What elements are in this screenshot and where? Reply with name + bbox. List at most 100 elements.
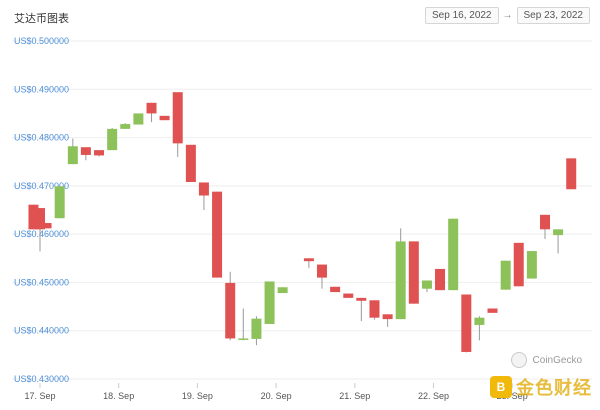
candle-body-down xyxy=(316,264,327,278)
candle[interactable] xyxy=(500,260,511,290)
candle[interactable] xyxy=(67,138,78,165)
candle[interactable] xyxy=(448,218,459,291)
candle[interactable] xyxy=(421,280,432,293)
x-tick-label: 22. Sep xyxy=(418,391,449,401)
candle[interactable] xyxy=(120,123,131,129)
candle-body-down xyxy=(80,147,91,155)
candle[interactable] xyxy=(159,115,170,121)
candle[interactable] xyxy=(238,308,249,341)
candle-body-down xyxy=(28,204,39,230)
candle[interactable] xyxy=(264,281,275,324)
candle[interactable] xyxy=(553,229,564,254)
x-tick-label: 20. Sep xyxy=(261,391,292,401)
x-tick-label: 18. Sep xyxy=(103,391,134,401)
y-tick-label: US$0.440000 xyxy=(14,326,69,336)
candle-body-up xyxy=(238,338,249,340)
candle[interactable] xyxy=(41,223,52,229)
candle[interactable] xyxy=(28,204,39,230)
candle[interactable] xyxy=(94,150,105,157)
y-tick-label: US$0.500000 xyxy=(14,36,69,46)
candle-body-up xyxy=(395,241,406,320)
candle[interactable] xyxy=(330,286,341,293)
candle[interactable] xyxy=(251,316,262,346)
candle-body-up xyxy=(264,281,275,324)
candle-body-down xyxy=(330,286,341,293)
candle[interactable] xyxy=(435,268,446,291)
candle-body-down xyxy=(461,294,472,352)
candle[interactable] xyxy=(369,300,380,320)
candle[interactable] xyxy=(133,113,144,125)
candle[interactable] xyxy=(474,316,485,341)
candle[interactable] xyxy=(395,228,406,320)
candle-body-down xyxy=(159,115,170,121)
date-to-input[interactable]: Sep 23, 2022 xyxy=(516,7,590,24)
candle[interactable] xyxy=(35,208,45,252)
candle-body-down xyxy=(41,223,52,229)
candle-body-down xyxy=(225,282,236,339)
candle[interactable] xyxy=(487,308,498,313)
candle-body-down xyxy=(303,258,314,262)
candle[interactable] xyxy=(80,147,91,161)
candle[interactable] xyxy=(198,182,209,210)
candle[interactable] xyxy=(316,264,327,289)
x-tick-label: 23. Sep xyxy=(497,391,528,401)
candle-body-up xyxy=(120,124,131,129)
x-tick-label: 17. Sep xyxy=(24,391,55,401)
candle-body-up xyxy=(474,317,485,325)
grid-lines xyxy=(12,40,592,380)
candle-body-up xyxy=(251,318,262,339)
candle-body-up xyxy=(553,229,564,236)
candle-body-down xyxy=(540,214,551,230)
candle-body-down xyxy=(487,308,498,313)
candle[interactable] xyxy=(185,144,196,182)
candlestick-series xyxy=(28,92,577,353)
candle-body-down xyxy=(356,297,367,301)
candle-body-down xyxy=(212,191,223,278)
candle[interactable] xyxy=(408,241,419,304)
candle[interactable] xyxy=(54,186,65,219)
candle[interactable] xyxy=(356,297,367,322)
candle-body-up xyxy=(448,218,459,291)
coingecko-logo-icon xyxy=(510,352,527,368)
candle[interactable] xyxy=(303,258,314,268)
candle[interactable] xyxy=(540,214,551,239)
candle-body-down xyxy=(566,158,577,190)
y-tick-label: US$0.430000 xyxy=(14,374,69,384)
candle[interactable] xyxy=(566,158,577,190)
candle[interactable] xyxy=(526,251,537,279)
candle[interactable] xyxy=(212,191,223,278)
candle[interactable] xyxy=(382,314,393,327)
candle[interactable] xyxy=(225,271,236,341)
y-tick-label: US$0.450000 xyxy=(14,277,69,287)
candle[interactable] xyxy=(343,293,354,298)
candle-body-down xyxy=(185,144,196,182)
candle-body-down xyxy=(369,300,380,318)
y-tick-label: US$0.460000 xyxy=(14,229,69,239)
candle[interactable] xyxy=(107,127,118,151)
date-from-input[interactable]: Sep 16, 2022 xyxy=(425,7,499,24)
candle[interactable] xyxy=(513,242,524,287)
candle[interactable] xyxy=(172,92,183,157)
range-arrow-icon: → xyxy=(502,10,513,21)
candle-body-up xyxy=(500,260,511,290)
chart-title: 艾达币图表 xyxy=(14,13,69,25)
candle-body-down xyxy=(198,182,209,196)
y-tick-label: US$0.490000 xyxy=(14,84,69,94)
candle[interactable] xyxy=(277,287,288,294)
candle-body-up xyxy=(54,186,65,219)
x-tick-label: 19. Sep xyxy=(182,391,213,401)
candle[interactable] xyxy=(146,102,157,123)
candle[interactable] xyxy=(461,294,472,353)
candle-body-up xyxy=(421,280,432,289)
candle-body-up xyxy=(67,146,78,165)
jinse-watermark: B 金色财经 xyxy=(490,374,592,400)
candle-body-down xyxy=(343,293,354,298)
candle-body-up xyxy=(277,287,288,294)
jinse-logo-icon: B xyxy=(490,376,512,398)
candle-body-down xyxy=(146,102,157,114)
candle-body-up xyxy=(526,251,537,279)
coingecko-label: CoinGecko xyxy=(532,354,582,366)
candle-body-down xyxy=(435,268,446,291)
candle-body-down xyxy=(35,208,45,230)
candle-body-down xyxy=(513,242,524,287)
